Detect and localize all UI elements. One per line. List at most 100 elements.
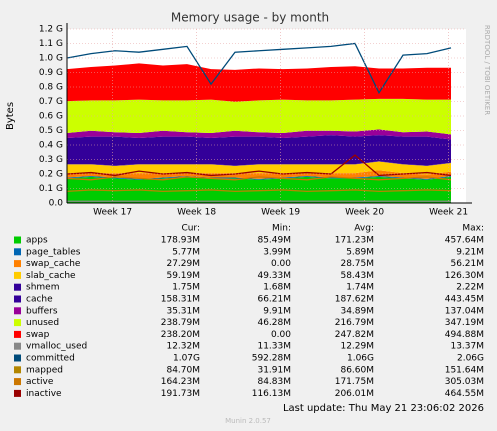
legend-swatch bbox=[14, 389, 21, 397]
legend-swatch bbox=[14, 319, 21, 327]
legend-stat: 58.43M bbox=[340, 271, 374, 281]
y-tick-label: 1.0 G bbox=[39, 54, 63, 64]
legend-swatch bbox=[14, 342, 21, 350]
stack-area bbox=[67, 176, 451, 203]
legend-stat: 11.33M bbox=[257, 342, 291, 352]
legend-swatch bbox=[14, 283, 21, 291]
series-line bbox=[66, 42, 452, 95]
legend-stat: 171.75M bbox=[335, 377, 374, 387]
legend-entry: page_tables bbox=[26, 247, 81, 257]
legend-stat: 178.93M bbox=[161, 236, 200, 246]
y-tick-label: 0.9 G bbox=[39, 68, 63, 78]
legend-stat: 84.70M bbox=[166, 365, 200, 375]
legend-stat: 347.19M bbox=[445, 318, 484, 328]
legend-stat: 31.91M bbox=[257, 365, 291, 375]
legend-stat: 216.79M bbox=[335, 318, 374, 328]
y-tick-label: 0.2 G bbox=[39, 170, 63, 180]
legend-stat: 457.64M bbox=[445, 236, 484, 246]
x-tick-label: Week 21 bbox=[429, 208, 468, 218]
legend-stat: 35.31M bbox=[166, 306, 200, 316]
x-tick-label: Week 19 bbox=[261, 208, 300, 218]
y-tick-label: 0.1 G bbox=[39, 184, 63, 194]
legend-stat: 164.23M bbox=[161, 377, 200, 387]
legend-swatch bbox=[14, 295, 21, 303]
y-tick-label: 1.2 G bbox=[39, 25, 63, 35]
y-tick-label: 0.6 G bbox=[39, 112, 63, 122]
legend-stat: 28.75M bbox=[340, 259, 374, 269]
legend-stat: 238.20M bbox=[161, 330, 200, 340]
side-text: RRDTOOL / TOBI OETIKER bbox=[483, 25, 491, 115]
legend-swatch bbox=[14, 248, 21, 256]
legend-stat: 5.89M bbox=[346, 247, 374, 257]
legend-stat: 151.64M bbox=[445, 365, 484, 375]
legend-stat: 46.28M bbox=[257, 318, 291, 328]
series-line bbox=[66, 176, 452, 181]
legend-entry: committed bbox=[26, 354, 75, 364]
legend-stat: 158.31M bbox=[161, 295, 200, 305]
legend-swatch bbox=[14, 271, 21, 279]
stack-area bbox=[67, 98, 451, 135]
legend-entry: vmalloc_used bbox=[26, 342, 87, 352]
stack-area bbox=[67, 129, 451, 140]
legend-stat: 171.23M bbox=[335, 236, 374, 246]
legend-stat: 84.83M bbox=[257, 377, 291, 387]
legend-swatch bbox=[14, 260, 21, 268]
legend-stat: 247.82M bbox=[335, 330, 374, 340]
legend-stat: 1.74M bbox=[346, 283, 374, 293]
legend-stat: 116.13M bbox=[252, 389, 291, 399]
legend-swatch bbox=[14, 236, 21, 244]
legend-stat: 59.19M bbox=[166, 271, 200, 281]
x-tick-label: Week 18 bbox=[177, 208, 216, 218]
legend-entry: buffers bbox=[26, 306, 58, 316]
legend-stat: 191.73M bbox=[161, 389, 200, 399]
legend-stat: 5.77M bbox=[172, 247, 200, 257]
legend-entry: inactive bbox=[26, 389, 62, 399]
legend-stat: 2.22M bbox=[456, 283, 484, 293]
legend-swatch bbox=[14, 330, 21, 338]
legend-stat: 34.89M bbox=[340, 306, 374, 316]
legend-swatch bbox=[14, 378, 21, 386]
stack-area bbox=[67, 135, 451, 166]
y-tick-label: 0.3 G bbox=[39, 155, 63, 165]
legend-stat: 13.37M bbox=[450, 342, 484, 352]
legend-entry: swap bbox=[26, 330, 50, 340]
series-line bbox=[66, 189, 452, 193]
legend-stat: 66.21M bbox=[257, 295, 291, 305]
legend-stat: 137.04M bbox=[445, 306, 484, 316]
legend-stat: 443.45M bbox=[445, 295, 484, 305]
stack-area bbox=[67, 170, 451, 179]
stack-area bbox=[67, 176, 451, 180]
legend-stat: 592.28M bbox=[252, 354, 291, 364]
legend-stat: 3.99M bbox=[263, 247, 291, 257]
legend-stat: 9.91M bbox=[263, 306, 291, 316]
legend-stat: 0.00 bbox=[271, 259, 291, 269]
stack-area bbox=[67, 63, 451, 102]
legend-stat: 238.79M bbox=[161, 318, 200, 328]
column-header: Avg: bbox=[354, 224, 374, 234]
legend-stat: 0.00 bbox=[271, 330, 291, 340]
legend-entry: unused bbox=[26, 318, 59, 328]
legend-stat: 85.49M bbox=[257, 236, 291, 246]
last-update: Last update: Thu May 21 23:06:02 2026 bbox=[283, 403, 484, 414]
y-axis-label: Bytes bbox=[5, 102, 16, 130]
legend-stat: 464.55M bbox=[445, 389, 484, 399]
legend-stat: 12.32M bbox=[166, 342, 200, 352]
y-tick-label: 0.4 G bbox=[39, 141, 63, 151]
column-header: Max: bbox=[462, 224, 484, 234]
legend-stat: 1.07G bbox=[173, 354, 200, 364]
legend-entry: shmem bbox=[26, 283, 59, 293]
legend-swatch bbox=[14, 366, 21, 374]
legend-entry: active bbox=[26, 377, 54, 387]
legend-stat: 49.33M bbox=[257, 271, 291, 281]
legend-entry: cache bbox=[26, 295, 53, 305]
legend-stat: 1.75M bbox=[172, 283, 200, 293]
legend-stat: 126.30M bbox=[445, 271, 484, 281]
legend-stat: 86.60M bbox=[340, 365, 374, 375]
legend-entry: swap_cache bbox=[26, 259, 81, 269]
legend-stat: 305.03M bbox=[445, 377, 484, 387]
y-tick-label: 0.5 G bbox=[39, 126, 63, 136]
legend-stat: 2.06G bbox=[457, 354, 484, 364]
y-tick-label: 1.1 G bbox=[39, 39, 63, 49]
legend-stat: 9.21M bbox=[456, 247, 484, 257]
legend-stat: 27.29M bbox=[166, 259, 200, 269]
